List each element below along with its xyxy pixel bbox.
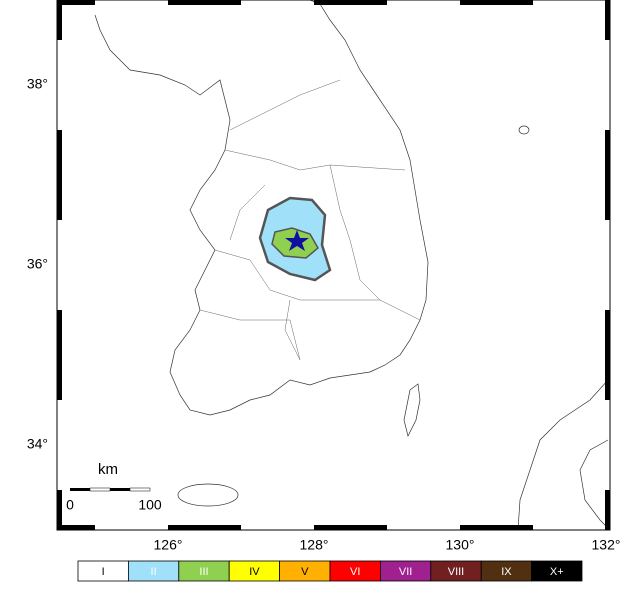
frame-segment [605, 0, 610, 40]
map-area [94, 0, 609, 531]
legend-label: III [199, 566, 208, 578]
ulleung-island [518, 125, 530, 135]
lat-label: 36° [27, 256, 48, 272]
tsushima-island [403, 383, 421, 438]
lat-label: 34° [27, 436, 48, 452]
epicenter-star [285, 230, 309, 251]
frame-segment [57, 0, 62, 40]
legend-label: II [151, 566, 157, 578]
lon-label: 132° [592, 537, 621, 553]
legend-label: I [102, 566, 105, 578]
frame-segment [57, 130, 62, 220]
legend-label: IV [249, 566, 260, 578]
legend-label: VII [399, 566, 412, 578]
frame-segment [605, 310, 610, 400]
lon-label: 130° [446, 537, 475, 553]
legend-swatch [531, 560, 583, 582]
korea-coast [94, 0, 429, 416]
scale-unit: km [98, 461, 118, 478]
frame-segment [605, 490, 610, 530]
frame-segment [57, 310, 62, 400]
legend-label: V [301, 566, 309, 578]
jeju-island [177, 483, 239, 507]
frame-segment [605, 130, 610, 220]
scale-label: 100 [138, 497, 162, 513]
scale-bar: km 0 100 [66, 461, 162, 513]
frame-segment [57, 525, 95, 530]
map-frame [56, 0, 611, 531]
lon-label: 126° [154, 537, 183, 553]
intensity-legend: I II III IV V VI VII VIII IX X+ [77, 560, 583, 582]
frame-segment [460, 0, 533, 5]
frame-segment [314, 525, 387, 530]
japan-coast [517, 379, 609, 531]
scale-label: 0 [66, 497, 74, 513]
legend-label: VIII [448, 566, 465, 578]
frame-segment [168, 0, 241, 5]
frame-segment [57, 0, 95, 5]
scale-segment [89, 487, 111, 492]
lat-label: 38° [27, 76, 48, 92]
frame-segment [460, 525, 533, 530]
legend-label: VI [350, 566, 360, 578]
legend-label: IX [501, 566, 512, 578]
frame-segment [314, 0, 387, 5]
frame-segment [57, 490, 62, 530]
frame-segment [168, 525, 241, 530]
province-lines [199, 79, 421, 361]
axis-labels: 126° 128° 130° 132° 38° 36° 34° [27, 76, 621, 553]
scale-segment [129, 487, 151, 492]
lon-label: 128° [300, 537, 329, 553]
legend-label: X+ [550, 566, 564, 578]
